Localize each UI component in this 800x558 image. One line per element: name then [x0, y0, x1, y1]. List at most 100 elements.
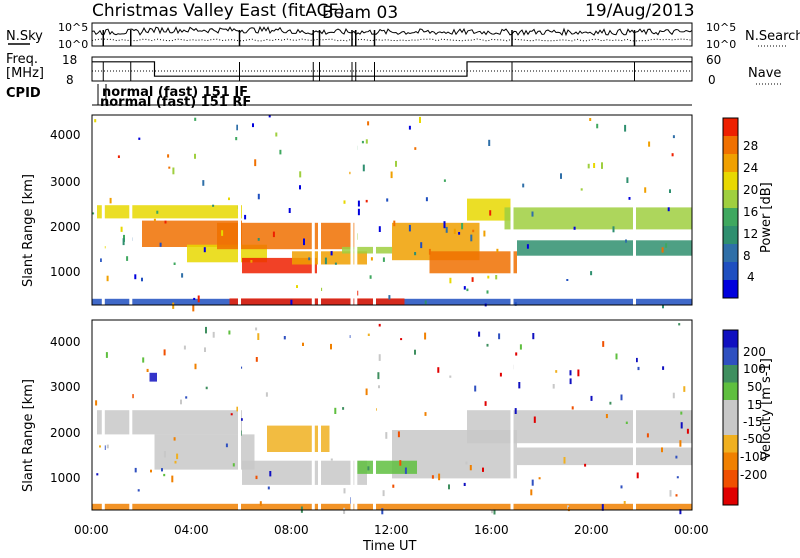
power-ytick-4000: 4000	[50, 128, 81, 142]
data-gap	[101, 320, 105, 510]
velocity-cbar-tick-m100: -100	[740, 450, 767, 464]
noise-right-tick-low: 10^0	[706, 38, 736, 51]
power-panel-frame	[91, 114, 693, 306]
scatter-point	[240, 366, 243, 369]
range-band	[504, 207, 692, 230]
scatter-point	[662, 366, 665, 370]
scatter-point	[181, 273, 184, 278]
scatter-point	[296, 285, 298, 288]
scatter-point	[538, 477, 541, 480]
scatter-point	[580, 188, 583, 191]
scatter-point	[498, 333, 501, 340]
scatter-point	[269, 471, 272, 477]
scatter-point	[255, 327, 258, 331]
scatter-point	[491, 509, 494, 514]
scatter-point	[299, 171, 302, 178]
scatter-point	[265, 392, 268, 397]
data-gap	[633, 115, 636, 305]
scatter-point	[153, 218, 156, 222]
scatter-point	[609, 401, 612, 405]
scatter-point	[334, 262, 337, 265]
scatter-point	[526, 244, 529, 249]
scatter-point	[275, 132, 278, 137]
scatter-point	[495, 275, 498, 280]
scatter-point	[176, 453, 179, 460]
scatter-point	[661, 247, 664, 253]
range-band	[97, 410, 242, 435]
scatter-point	[106, 275, 109, 282]
scatter-point	[400, 338, 403, 341]
power-colorbar-label: Power [dB]	[759, 182, 774, 253]
scatter-point	[470, 234, 473, 242]
scatter-point	[236, 124, 239, 131]
scatter-point	[466, 288, 469, 292]
noise-left-tick-high: 10^5	[58, 21, 88, 34]
scatter-point	[159, 242, 162, 247]
scatter-point	[680, 422, 683, 429]
velocity-ytick-3000: 3000	[50, 380, 81, 394]
scatter-point	[173, 262, 176, 265]
scatter-point	[496, 248, 499, 253]
scatter-point	[679, 509, 682, 515]
data-gap	[311, 115, 315, 305]
scatter-point	[678, 323, 681, 326]
scatter-point	[679, 440, 682, 447]
noise-search-line	[91, 38, 693, 42]
scatter-point	[142, 357, 145, 363]
scatter-point	[414, 349, 416, 355]
scatter-point	[596, 123, 599, 129]
colorbar-swatch	[723, 470, 738, 488]
scatter-point	[419, 116, 421, 123]
colorbar-swatch	[723, 154, 738, 172]
scatter-point	[390, 171, 393, 179]
scatter-point	[414, 147, 417, 150]
scatter-point	[683, 386, 686, 392]
scatter-point	[646, 433, 649, 438]
scatter-point	[192, 304, 195, 312]
scatter-point	[117, 155, 120, 158]
colorbar-swatch	[723, 365, 738, 383]
scatter-point	[482, 467, 484, 472]
data-gap	[510, 320, 514, 510]
xtick-0800: 08:00	[274, 523, 309, 537]
scatter-point	[279, 149, 282, 155]
freq-line	[92, 61, 692, 77]
scatter-point	[205, 386, 208, 390]
scatter-point	[514, 302, 517, 306]
scatter-point	[146, 368, 149, 372]
scatter-point	[675, 494, 678, 497]
freq-panel: Freq. [MHz] 18 8 60 0 Nave	[6, 52, 782, 87]
scatter-point	[399, 460, 402, 466]
scatter-point	[662, 304, 664, 309]
scatter-point	[448, 484, 450, 490]
scatter-point	[378, 226, 381, 232]
scatter-point	[669, 490, 672, 497]
data-gap	[633, 320, 636, 510]
data-gap	[129, 115, 133, 305]
scatter-point	[334, 407, 337, 414]
data-gap	[373, 320, 376, 510]
velocity-cbar-tick-m15: -15	[743, 415, 763, 429]
power-ylabel: Slant Range [km]	[21, 174, 36, 287]
scatter-point	[483, 230, 486, 237]
scatter-point	[180, 399, 182, 405]
scatter-point	[522, 183, 525, 188]
scatter-point	[257, 193, 260, 200]
range-band	[342, 246, 392, 254]
scatter-point	[150, 469, 152, 473]
data-gap	[373, 115, 376, 305]
scatter-point	[486, 343, 489, 347]
scatter-point	[555, 370, 558, 373]
scatter-point	[183, 345, 186, 350]
velocity-cbar-tick-15: 15	[747, 398, 762, 412]
scatter-point	[463, 286, 466, 290]
scatter-point	[172, 302, 175, 309]
range-band	[517, 240, 692, 256]
scatter-point	[680, 411, 683, 415]
scatter-point	[563, 457, 566, 464]
scatter-point	[202, 180, 205, 186]
scatter-point	[571, 406, 574, 410]
scatter-point	[445, 226, 448, 233]
scatter-point	[463, 482, 466, 486]
range-band	[97, 205, 242, 219]
